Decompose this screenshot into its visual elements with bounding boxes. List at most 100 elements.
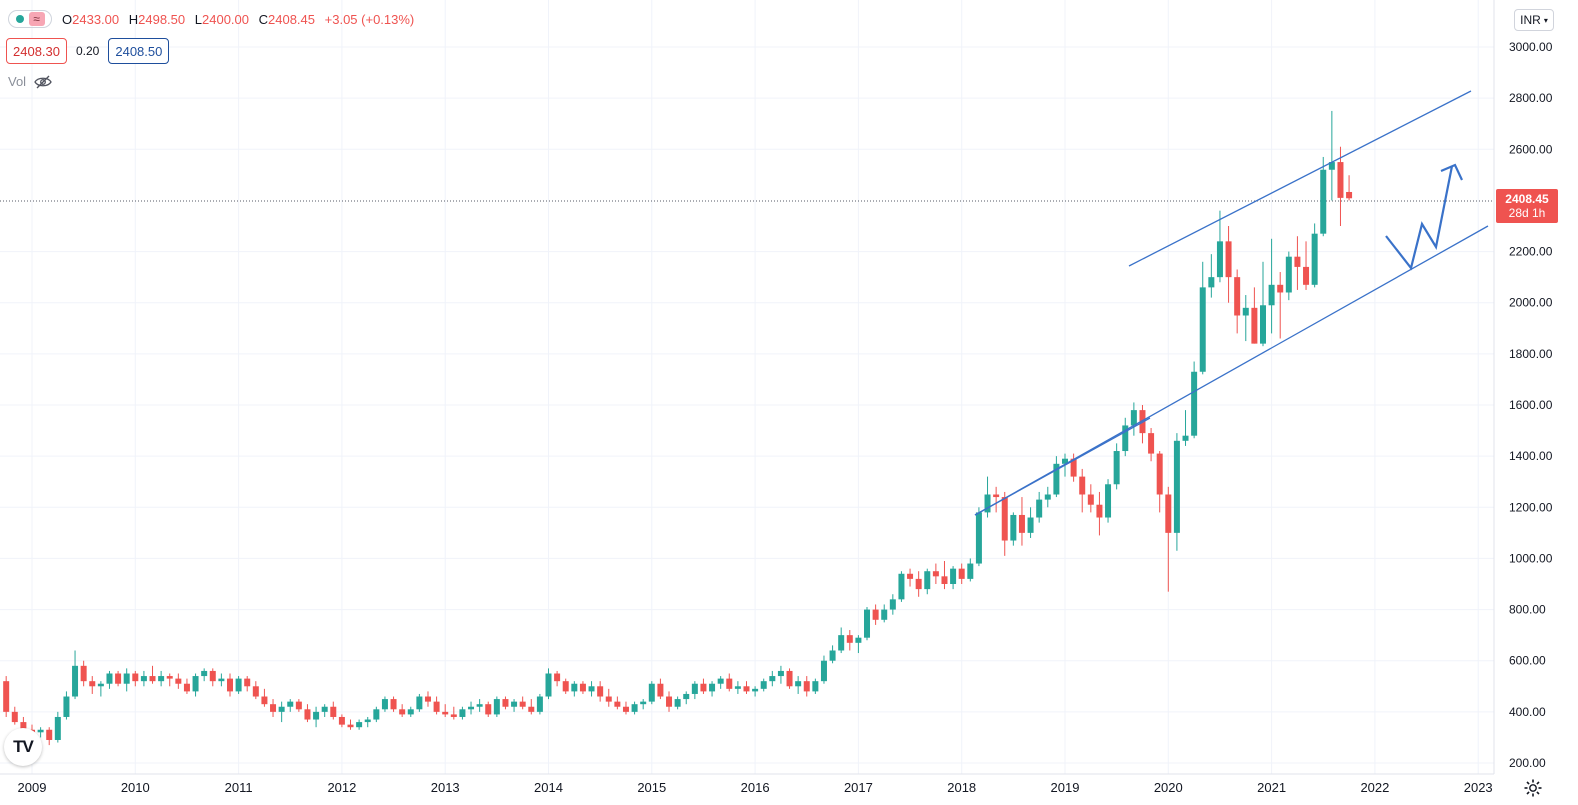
candle [459, 706, 466, 720]
price-axis[interactable]: 200.00 400.00 600.00 800.00 1000.00 1200.00 14… [1509, 40, 1553, 770]
candle-body [1277, 284, 1284, 293]
candle [1148, 428, 1155, 462]
candle [37, 727, 44, 738]
candlesticks [3, 110, 1353, 746]
candle-body [700, 683, 707, 692]
candle [89, 676, 96, 694]
candle [46, 727, 53, 746]
candle [1139, 405, 1146, 444]
time-axis[interactable]: 2009 2010 2011 2012 2013 2014 2015 2016 2017 2018… [18, 780, 1493, 795]
candle-body [1156, 453, 1163, 495]
low-label: L [194, 11, 202, 27]
sell-price-button[interactable]: 2408.30 [6, 38, 67, 64]
candle-body [468, 706, 475, 710]
candle-body [97, 683, 104, 687]
candle-body [975, 512, 982, 564]
candle [192, 673, 199, 697]
candle [175, 673, 182, 689]
candle-body [786, 670, 793, 687]
projection-zigzag[interactable] [1385, 165, 1454, 271]
channel-lower-line[interactable] [974, 225, 1489, 516]
candle [485, 701, 492, 717]
candle-body [691, 683, 698, 694]
close-label: C [258, 11, 269, 27]
candle [1182, 410, 1189, 446]
candle [907, 568, 914, 587]
candle-body [1303, 266, 1310, 285]
candle-body [838, 635, 845, 651]
candle-body [123, 673, 130, 684]
trend-channel[interactable] [974, 90, 1489, 516]
candle [993, 486, 1000, 513]
buy-price-button[interactable]: 2408.50 [108, 38, 170, 64]
candle-body [907, 573, 914, 579]
candle-body [390, 699, 397, 710]
candle [605, 688, 612, 707]
candle [338, 714, 345, 728]
candle [209, 668, 216, 687]
candle [889, 594, 896, 615]
ohlc-legend: ≈ O2433.00 H2498.50 L2400.00 C2408.45 +3… [8, 10, 414, 28]
candle [752, 686, 759, 697]
candle-body [855, 637, 862, 643]
price-tick-label: 200.00 [1509, 756, 1546, 770]
candle-body [89, 681, 96, 687]
candle [786, 668, 793, 689]
candle [390, 696, 397, 712]
channel-mid-line[interactable] [974, 417, 1151, 516]
candle [80, 660, 87, 687]
candle-body [941, 576, 948, 584]
candle [63, 691, 70, 720]
candle-body [1165, 494, 1172, 533]
candle [123, 668, 130, 692]
candle-body [54, 716, 61, 740]
candle-body [717, 678, 724, 684]
candle-body [261, 696, 268, 705]
channel-upper-line[interactable] [1128, 90, 1472, 267]
tradingview-logo[interactable]: TV [4, 728, 42, 766]
candle-body [881, 609, 888, 620]
high-value: 2498.50 [138, 11, 186, 27]
candle-body [752, 688, 759, 692]
candle-body [1053, 463, 1060, 495]
symbol-status-badge[interactable]: ≈ [8, 10, 52, 28]
candle [967, 558, 974, 582]
gear-icon[interactable] [1522, 777, 1544, 799]
candle [528, 699, 535, 715]
candle-body [803, 681, 810, 692]
candle [278, 701, 285, 723]
candle-body [683, 693, 690, 700]
candle-body [1234, 277, 1241, 316]
candle-body [149, 676, 156, 682]
projection-arrowhead[interactable] [1440, 163, 1463, 181]
price-tick-label: 1000.00 [1509, 551, 1553, 565]
candle [1053, 456, 1060, 498]
eye-off-icon[interactable] [34, 75, 52, 89]
last-price-value: 2408.45 [1505, 192, 1549, 206]
candle-body [846, 635, 853, 643]
candle-body [209, 670, 216, 682]
candle [347, 719, 354, 730]
last-price-label: 2408.45 28d 1h [1496, 189, 1558, 223]
candle-body [46, 729, 53, 740]
candle [261, 688, 268, 707]
candle-body [1130, 410, 1137, 426]
candle-body [950, 568, 957, 584]
candle-body [381, 699, 388, 710]
candle [287, 699, 294, 712]
candle [1216, 210, 1223, 283]
candle-body [1113, 451, 1120, 485]
candle-body [597, 686, 604, 697]
candle [1277, 272, 1284, 339]
candle-body [709, 683, 716, 692]
candle [1165, 486, 1172, 592]
candle [1337, 146, 1344, 226]
close-value: 2408.45 [268, 11, 316, 27]
candle [958, 563, 965, 584]
candle [846, 630, 853, 651]
currency-selector[interactable]: INR ▾ [1514, 9, 1554, 31]
projection-path[interactable] [1385, 163, 1463, 271]
bar-countdown: 28d 1h [1508, 206, 1546, 220]
candle-body [743, 686, 750, 692]
